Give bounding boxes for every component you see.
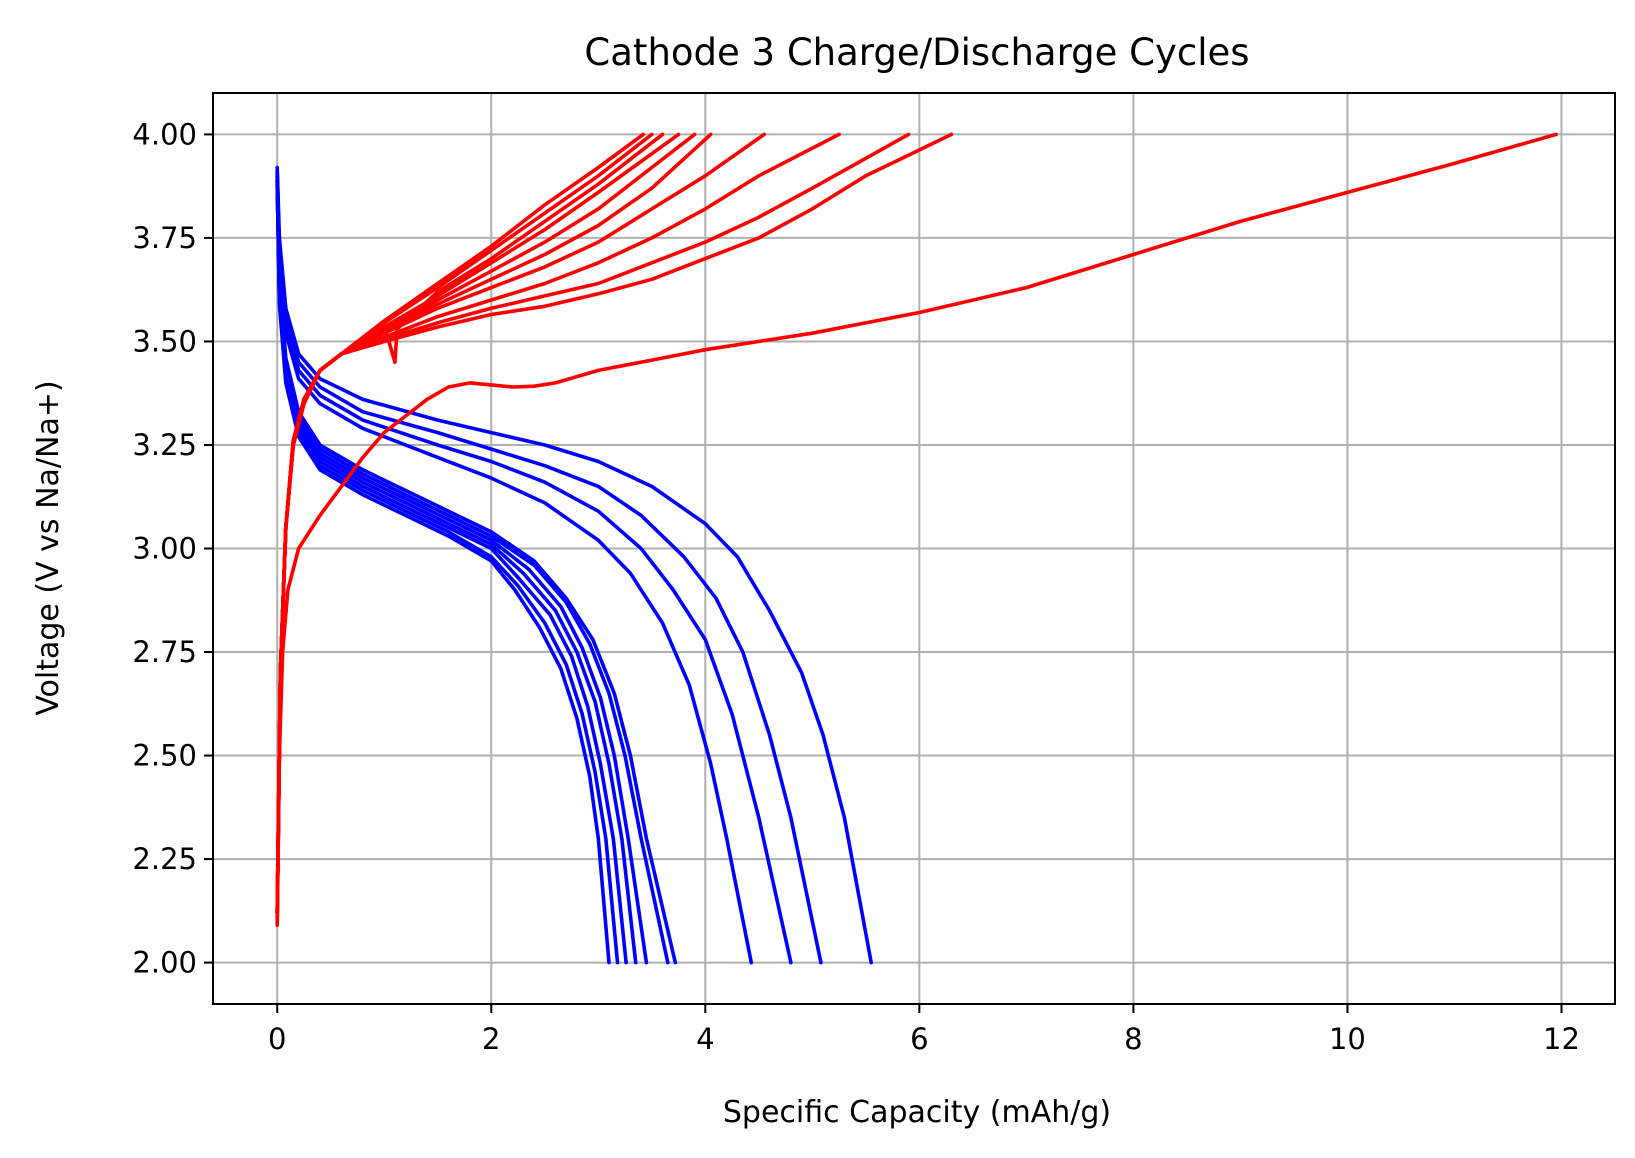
x-tick-label: 2: [482, 1022, 500, 1056]
discharge-curve: [275, 174, 754, 965]
x-tick-label: 4: [696, 1022, 714, 1056]
x-tick-label: 0: [268, 1022, 286, 1056]
discharge-curve: [275, 182, 611, 965]
grid: [213, 93, 1615, 1004]
y-tick-label: 3.25: [132, 428, 197, 462]
x-axis: 0 2 4 6 8 10 12: [268, 1004, 1580, 1056]
y-tick-label: 3.75: [132, 221, 197, 255]
discharge-curve: [275, 169, 793, 965]
chart-title: Cathode 3 Charge/Discharge Cycles: [584, 31, 1249, 74]
y-tick-label: 4.00: [132, 117, 197, 151]
y-axis: 2.00 2.25 2.50 2.75 3.00 3.25 3.50 3.75 4.00: [132, 117, 213, 980]
charge-curve: [275, 132, 1558, 928]
charge-curve: [275, 132, 767, 915]
x-tick-label: 12: [1543, 1022, 1580, 1056]
y-tick-label: 3.00: [132, 532, 197, 566]
y-axis-label: Voltage (V vs Na/Na+): [31, 380, 66, 715]
charge-curve: [275, 132, 646, 915]
x-tick-label: 6: [910, 1022, 928, 1056]
discharge-curve: [275, 169, 823, 965]
y-tick-label: 3.50: [132, 324, 197, 358]
y-tick-label: 2.75: [132, 635, 197, 669]
x-tick-label: 10: [1329, 1022, 1366, 1056]
discharge-curve: [275, 165, 874, 965]
y-tick-label: 2.50: [132, 739, 197, 773]
x-tick-label: 8: [1124, 1022, 1142, 1056]
charge-curve: [275, 132, 713, 915]
y-tick-label: 2.25: [132, 842, 197, 876]
series-layer: [275, 132, 1558, 965]
y-tick-label: 2.00: [132, 946, 197, 980]
x-axis-label: Specific Capacity (mAh/g): [723, 1095, 1111, 1130]
